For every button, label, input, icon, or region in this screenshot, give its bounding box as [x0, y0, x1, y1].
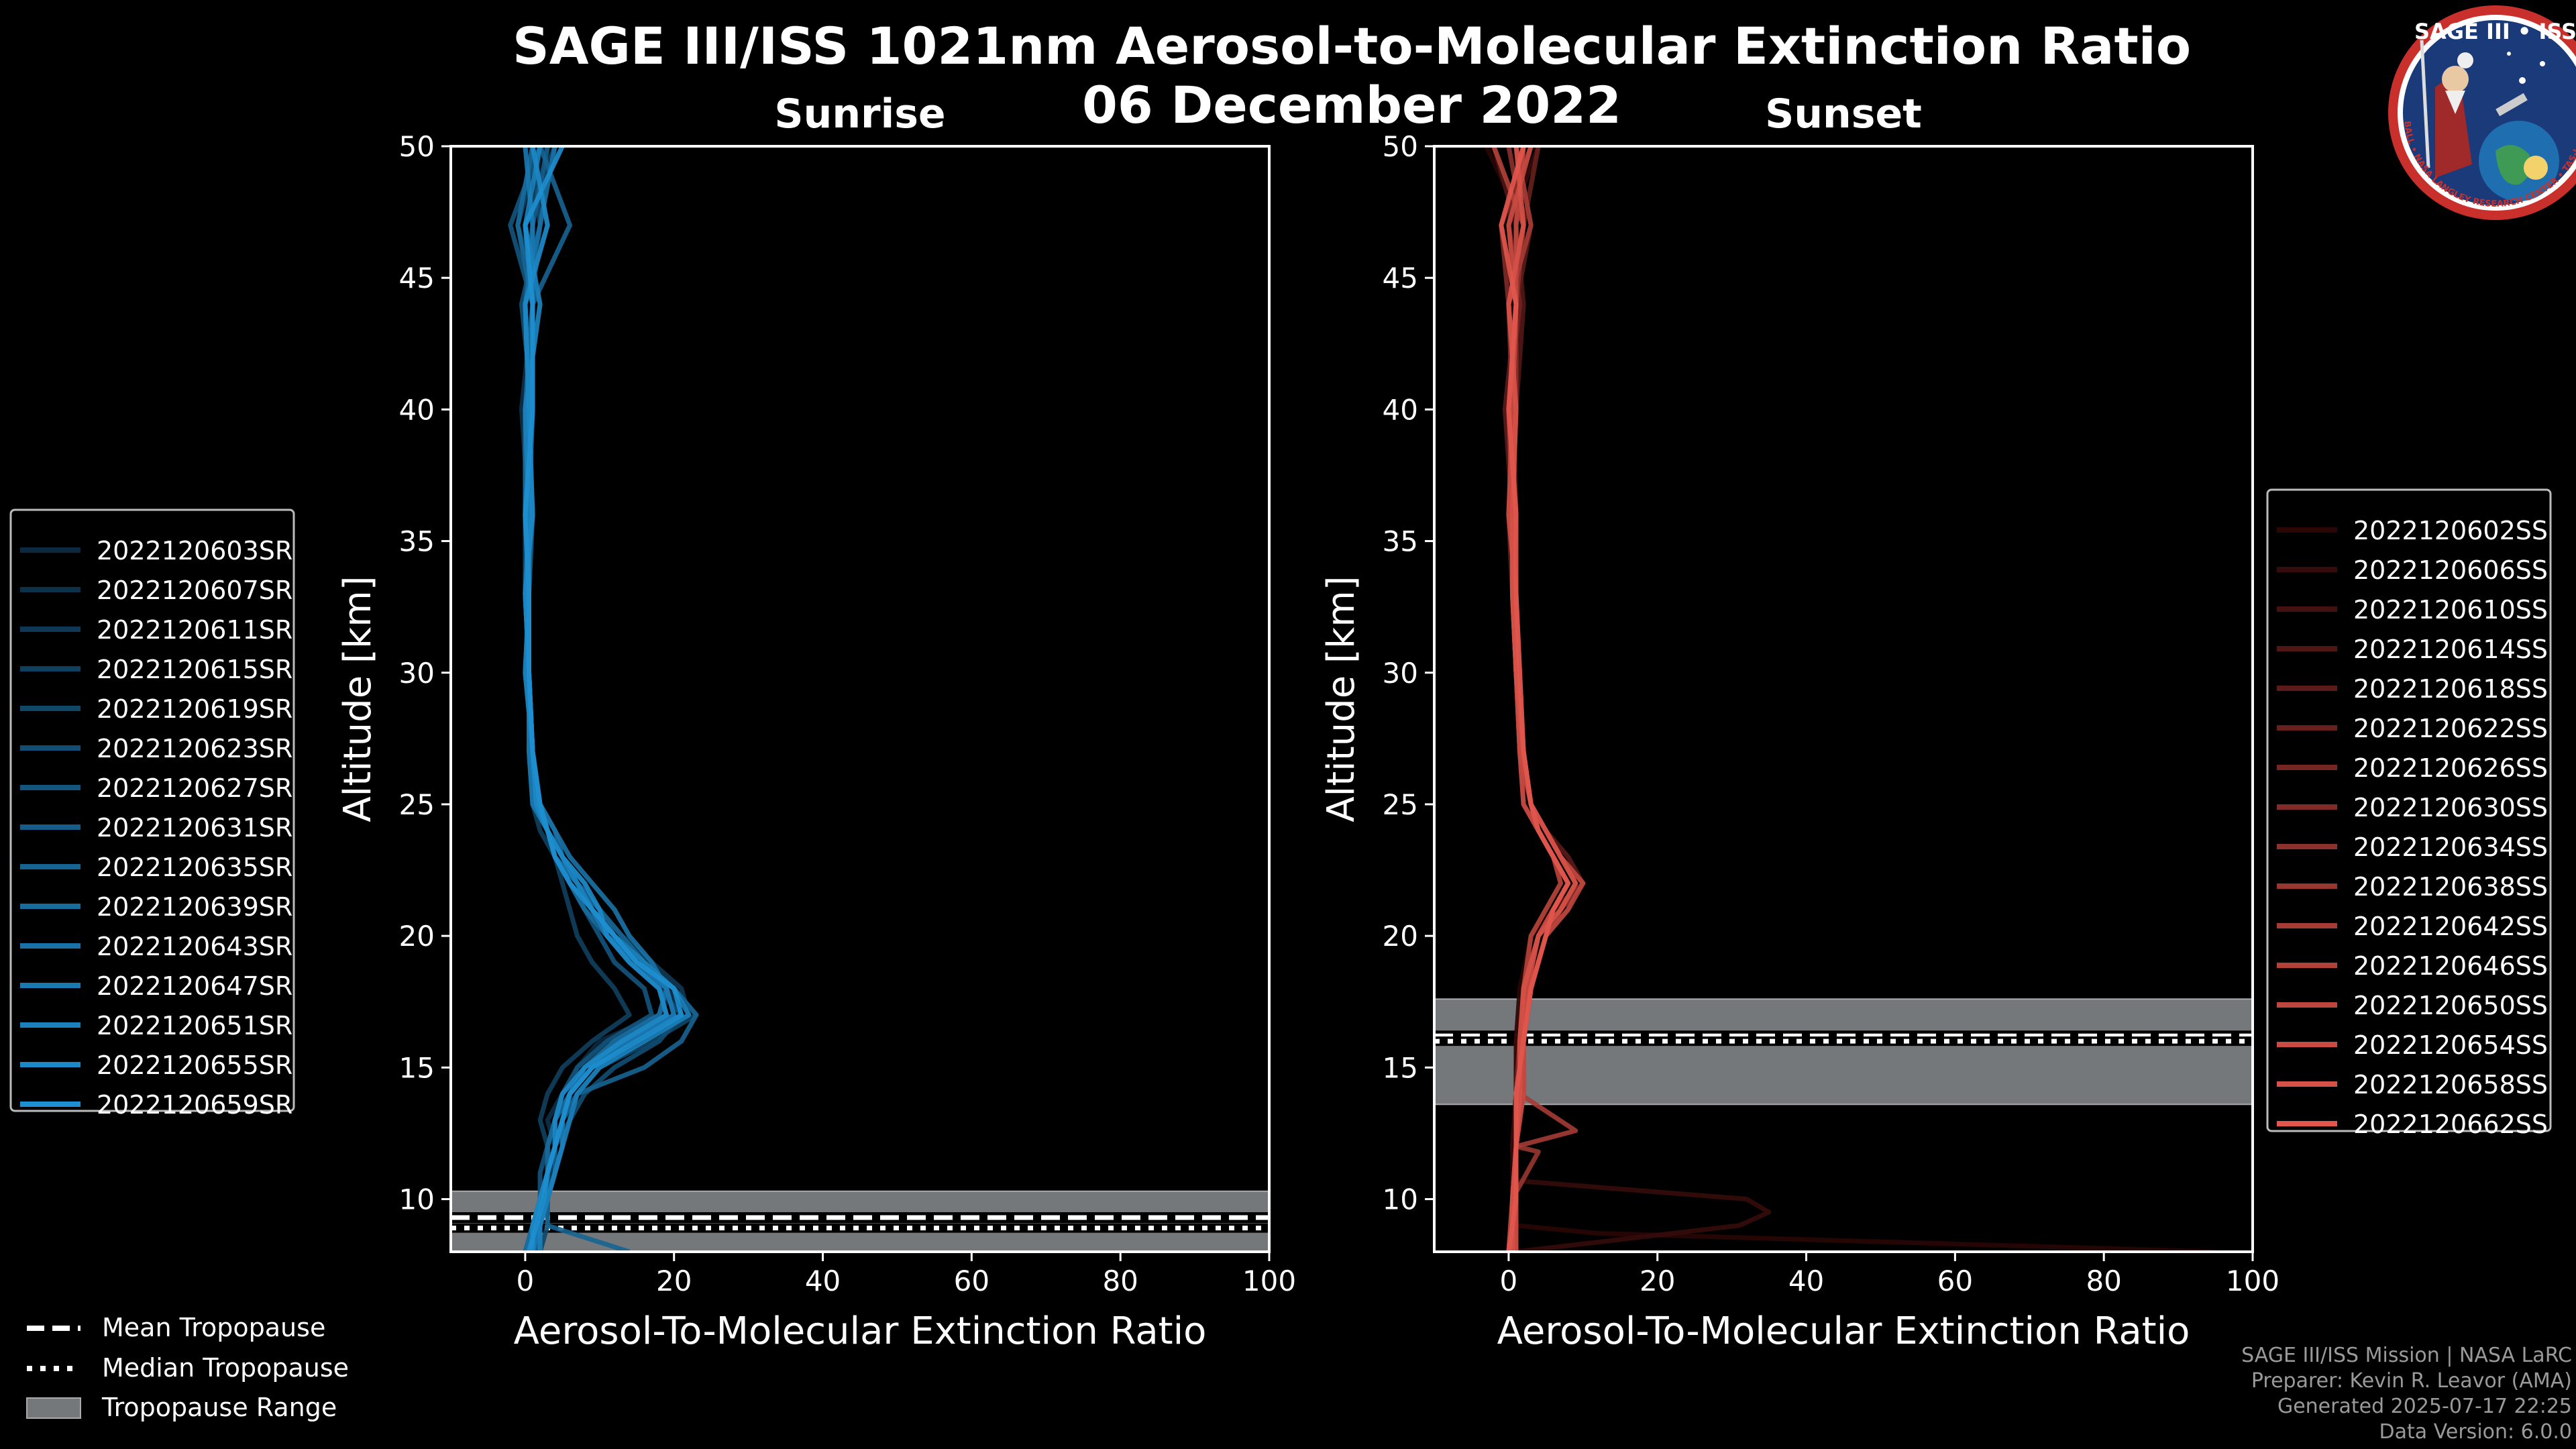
sunset-y-tick-label: 30 — [1383, 657, 1418, 690]
sunset-x-tick-label: 80 — [2086, 1265, 2121, 1297]
sunrise-x-tick-label: 0 — [517, 1265, 535, 1297]
sunrise-y-tick-label: 35 — [399, 525, 435, 558]
sunset-x-tick-label: 0 — [1500, 1265, 1518, 1297]
sunset-tropopause-range — [1434, 998, 2253, 1106]
legend-label-2022120658SS: 2022120658SS — [2353, 1070, 2548, 1099]
legend-label-2022120638SS: 2022120638SS — [2353, 872, 2548, 902]
legend-label-2022120627SR: 2022120627SR — [97, 773, 292, 803]
sunset-panel: 0 20 40 60 80 100 10 15 20 25 30 35 40 45 50 Aerosol-To… — [1320, 91, 2279, 1353]
credits-preparer: Preparer: Kevin R. Leavor (AMA) — [2251, 1369, 2572, 1393]
sunrise-axes-frame — [449, 145, 1271, 1253]
sunset-y-axis-label: Altitude [km] — [1320, 576, 1363, 822]
legend-label-2022120662SS: 2022120662SS — [2353, 1110, 2548, 1139]
credits-version: Data Version: 6.0.0 — [2379, 1420, 2572, 1444]
legend-label-2022120622SS: 2022120622SS — [2353, 714, 2548, 743]
sunrise-tropopause-group — [451, 1190, 1269, 1252]
sunrise-legend-frame — [9, 508, 295, 1112]
sunset-x-tick-label: 100 — [2226, 1265, 2279, 1297]
legend-label-2022120634SS: 2022120634SS — [2353, 833, 2548, 862]
legend-label-2022120619SR: 2022120619SR — [97, 694, 292, 724]
sunset-y-tick-label: 45 — [1383, 262, 1418, 294]
credits-mission: SAGE III/ISS Mission | NASA LaRC — [2241, 1344, 2572, 1367]
sunrise-y-tick-label: 10 — [399, 1183, 435, 1216]
legend-label-2022120614SS: 2022120614SS — [2353, 635, 2548, 664]
sunrise-x-axis-label: Aerosol-To-Molecular Extinction Ratio — [514, 1309, 1207, 1353]
sunrise-y-tick-label: 25 — [399, 788, 435, 821]
legend-label-2022120643SR: 2022120643SR — [97, 932, 292, 961]
legend-label-2022120642SS: 2022120642SS — [2353, 912, 2548, 941]
legend-label-2022120606SS: 2022120606SS — [2353, 555, 2548, 585]
legend-label-2022120626SS: 2022120626SS — [2353, 753, 2548, 783]
sunset-x-axis-label: Aerosol-To-Molecular Extinction Ratio — [1497, 1309, 2190, 1353]
sunrise-y-axis-label: Altitude [km] — [336, 576, 380, 822]
series-line-2022120662SS — [1499, 146, 1571, 1252]
sunrise-y-tick-label: 40 — [399, 393, 435, 426]
legend-label-2022120618SS: 2022120618SS — [2353, 674, 2548, 704]
sunset-y-tick-label: 20 — [1383, 920, 1418, 953]
sunset-y-tick-label: 25 — [1383, 788, 1418, 821]
sunrise-legend: 2022120603SR 2022120607SR 2022120611SR 2022… — [9, 508, 295, 1120]
legend-label-2022120654SS: 2022120654SS — [2353, 1030, 2548, 1060]
sunrise-x-tick-label: 20 — [656, 1265, 692, 1297]
legend-label-2022120607SR: 2022120607SR — [97, 576, 292, 605]
sunset-y-tick-label: 10 — [1383, 1183, 1418, 1216]
sunrise-x-tick-label: 100 — [1242, 1265, 1296, 1297]
legend-label-2022120647SR: 2022120647SR — [97, 971, 292, 1001]
credits-block: SAGE III/ISS Mission | NASA LaRC Prepare… — [2241, 1343, 2572, 1445]
legend-label-2022120659SR: 2022120659SR — [97, 1090, 292, 1120]
legend-range-label: Tropopause Range — [101, 1393, 337, 1422]
legend-label-2022120630SS: 2022120630SS — [2353, 793, 2548, 822]
legend-label-2022120639SR: 2022120639SR — [97, 892, 292, 922]
sunrise-x-tick-label: 60 — [954, 1265, 989, 1297]
sunset-tropopause-group — [1434, 998, 2253, 1106]
series-line-2022120659SR — [523, 146, 684, 1252]
sunrise-y-tick-label: 50 — [399, 130, 435, 163]
legend-label-2022120623SR: 2022120623SR — [97, 734, 292, 763]
sunrise-y-tick-label: 20 — [399, 920, 435, 953]
legend-label-2022120655SR: 2022120655SR — [97, 1051, 292, 1080]
sunrise-y-tick-label: 45 — [399, 262, 435, 294]
legend-mean-label: Mean Tropopause — [102, 1313, 325, 1342]
credits-generated: Generated 2025-07-17 22:25 — [2277, 1395, 2572, 1418]
sunrise-x-tick-label: 40 — [805, 1265, 841, 1297]
sunset-legend: 2022120602SS 2022120606SS 2022120610SS 2022… — [2266, 488, 2552, 1139]
legend-label-2022120635SR: 2022120635SR — [97, 853, 292, 882]
sunset-y-tick-label: 15 — [1383, 1051, 1418, 1084]
sunrise-y-tick-label: 30 — [399, 657, 435, 690]
legend-label-2022120650SS: 2022120650SS — [2353, 991, 2548, 1020]
tropopause-legend: Mean Tropopause Median Tropopause Tropop… — [26, 1313, 349, 1422]
sunrise-y-tick-label: 15 — [399, 1051, 435, 1084]
sunset-axes-frame — [1433, 145, 2254, 1253]
legend-label-2022120611SR: 2022120611SR — [97, 615, 292, 645]
sunrise-subtitle: Sunrise — [774, 91, 945, 138]
legend-label-2022120631SR: 2022120631SR — [97, 813, 292, 843]
series-line-2022120658SS — [1506, 146, 1578, 1252]
sunset-legend-frame — [2266, 488, 2552, 1132]
sunset-subtitle: Sunset — [1765, 91, 1922, 138]
sunset-series-group — [1484, 146, 2216, 1252]
legend-label-2022120646SS: 2022120646SS — [2353, 951, 2548, 981]
sunset-x-tick-label: 40 — [1788, 1265, 1824, 1297]
sunrise-x-tick-label: 80 — [1102, 1265, 1138, 1297]
sunset-y-tick-label: 40 — [1383, 393, 1418, 426]
sunset-y-tick-label: 35 — [1383, 525, 1418, 558]
legend-label-2022120610SS: 2022120610SS — [2353, 595, 2548, 625]
sage-iii-iss-logo: SAGE III • ISS BALL • NASA LANGLEY RESEA… — [2388, 5, 2576, 220]
legend-median-label: Median Tropopause — [102, 1353, 349, 1383]
logo-top-text: SAGE III • ISS — [2414, 19, 2576, 44]
legend-label-2022120615SR: 2022120615SR — [97, 655, 292, 684]
legend-label-2022120603SR: 2022120603SR — [97, 536, 292, 566]
sunrise-panel: 0 20 40 60 80 100 10 15 20 25 30 35 40 45 50 Aerosol-To… — [336, 91, 1296, 1353]
sunrise-series-group — [508, 146, 699, 1252]
main-title: SAGE III/ISS 1021nm Aerosol-to-Molecular… — [513, 16, 2191, 76]
sunset-x-tick-label: 60 — [1937, 1265, 1973, 1297]
sunset-x-tick-label: 20 — [1640, 1265, 1675, 1297]
legend-label-2022120651SR: 2022120651SR — [97, 1011, 292, 1040]
legend-range-swatch — [26, 1397, 81, 1419]
date-title: 06 December 2022 — [1082, 75, 1621, 135]
sunset-y-tick-label: 50 — [1383, 130, 1418, 163]
legend-label-2022120602SS: 2022120602SS — [2353, 516, 2548, 545]
